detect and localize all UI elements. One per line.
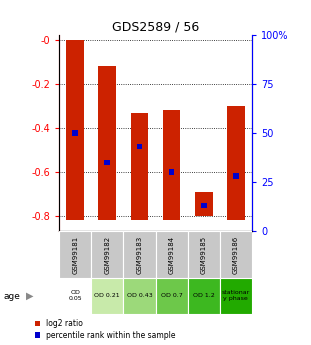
- Bar: [131, 112, 148, 220]
- Text: GSM99182: GSM99182: [104, 235, 110, 274]
- Bar: [59, 231, 91, 278]
- Bar: [91, 278, 123, 314]
- Bar: [201, 203, 207, 208]
- Bar: [163, 110, 180, 220]
- Text: OD
0.05: OD 0.05: [68, 290, 82, 301]
- Text: ▶: ▶: [26, 291, 34, 301]
- Bar: [66, 40, 84, 220]
- Title: GDS2589 / 56: GDS2589 / 56: [112, 20, 199, 33]
- Text: GSM99183: GSM99183: [137, 235, 142, 274]
- Text: OD 1.2: OD 1.2: [193, 293, 215, 298]
- Text: GSM99184: GSM99184: [169, 235, 174, 274]
- Bar: [156, 231, 188, 278]
- Text: GSM99186: GSM99186: [233, 235, 239, 274]
- Bar: [123, 231, 156, 278]
- Bar: [91, 231, 123, 278]
- Bar: [137, 144, 142, 149]
- Text: OD 0.43: OD 0.43: [127, 293, 152, 298]
- Text: GSM99181: GSM99181: [72, 235, 78, 274]
- Bar: [195, 191, 212, 216]
- Bar: [188, 231, 220, 278]
- Bar: [72, 130, 78, 136]
- Bar: [227, 106, 245, 220]
- Bar: [99, 66, 116, 220]
- Text: OD 0.21: OD 0.21: [95, 293, 120, 298]
- Bar: [188, 278, 220, 314]
- Bar: [220, 278, 252, 314]
- Legend: log2 ratio, percentile rank within the sample: log2 ratio, percentile rank within the s…: [35, 319, 176, 339]
- Bar: [156, 278, 188, 314]
- Text: OD 0.7: OD 0.7: [161, 293, 183, 298]
- Text: age: age: [3, 292, 20, 300]
- Bar: [123, 278, 156, 314]
- Bar: [169, 169, 174, 175]
- Bar: [233, 173, 239, 179]
- Bar: [59, 278, 91, 314]
- Bar: [220, 231, 252, 278]
- Text: stationar
y phase: stationar y phase: [222, 290, 250, 301]
- Text: GSM99185: GSM99185: [201, 235, 207, 274]
- Bar: [104, 160, 110, 165]
